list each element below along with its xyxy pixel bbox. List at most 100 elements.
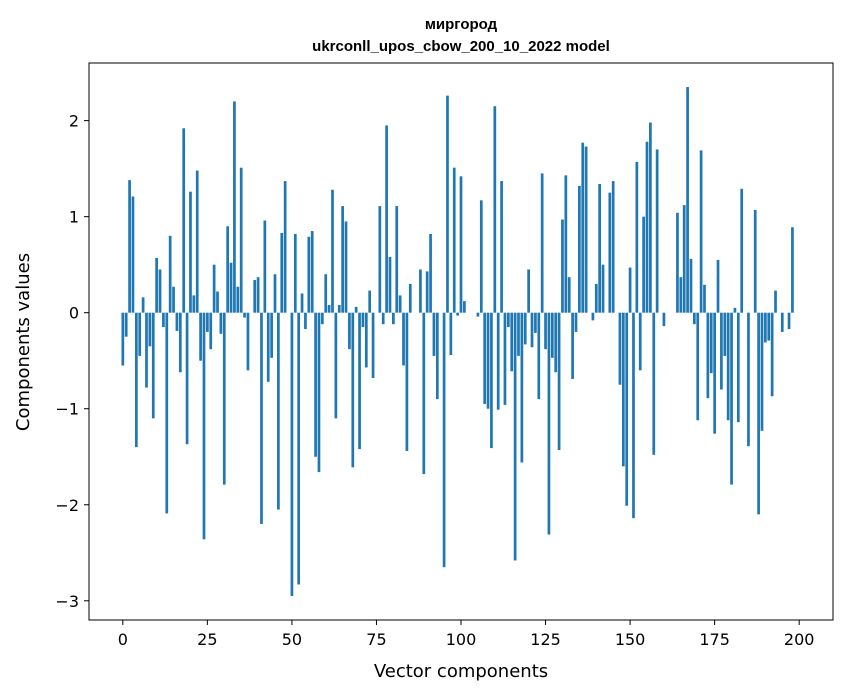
bar (293, 233, 297, 313)
bar (530, 312, 534, 348)
bar (479, 200, 483, 313)
bar (446, 95, 449, 313)
bar (574, 312, 578, 332)
x-tick-label: 125 (530, 630, 561, 649)
bar (233, 101, 236, 313)
x-axis-ticks: 0 25 50 75 100 125 150 175 200 (118, 620, 814, 649)
y-tick-label: −2 (55, 496, 79, 515)
bar (429, 233, 432, 313)
bar (273, 274, 277, 313)
bar (199, 312, 202, 361)
bar (270, 312, 273, 358)
y-axis-ticks: −3 −2 −1 0 1 2 (55, 112, 89, 611)
bar (757, 312, 760, 515)
bar (706, 312, 710, 399)
bar (280, 232, 284, 313)
bar (297, 312, 301, 585)
x-tick-label: 25 (197, 630, 217, 649)
bar (209, 312, 213, 350)
bar (537, 312, 541, 400)
bar (709, 312, 713, 374)
y-tick-label: 1 (69, 208, 79, 227)
bar (463, 301, 466, 313)
bar (527, 269, 530, 313)
bar (598, 184, 602, 313)
bar (621, 312, 625, 467)
bar (544, 312, 547, 350)
bar (767, 312, 771, 341)
bar (324, 274, 328, 313)
bar (554, 312, 558, 373)
bar (229, 262, 233, 313)
bar (452, 167, 456, 313)
bar (510, 312, 514, 372)
bar (547, 312, 551, 535)
bar (503, 312, 507, 405)
bar (388, 256, 392, 313)
bar (459, 176, 463, 313)
bar (774, 290, 777, 313)
bar (348, 312, 351, 350)
bar (134, 312, 138, 448)
bar (682, 205, 686, 313)
bar (581, 142, 585, 313)
bar (195, 170, 199, 313)
bar (692, 312, 696, 325)
bar (736, 312, 740, 423)
chart-title: миргород (425, 16, 498, 33)
bar (726, 312, 730, 421)
bar (635, 161, 639, 313)
bar (476, 312, 480, 317)
bar (449, 312, 453, 355)
bar (791, 227, 794, 313)
bar (456, 312, 459, 316)
bar (733, 307, 737, 313)
bar (628, 267, 632, 313)
bar (435, 312, 439, 400)
bar (175, 312, 179, 331)
bar (216, 291, 219, 313)
bar (222, 312, 226, 485)
bar (662, 312, 666, 327)
bar (162, 312, 165, 328)
bar (740, 188, 744, 313)
bar (523, 312, 527, 345)
bar (402, 312, 405, 366)
bar (121, 312, 125, 366)
bar (165, 312, 169, 514)
bar (550, 312, 554, 358)
bar (320, 312, 324, 325)
bar (713, 312, 716, 434)
bar (432, 312, 436, 356)
bar (392, 312, 395, 325)
bar (642, 216, 645, 313)
bar (571, 312, 574, 379)
y-tick-label: −1 (55, 400, 79, 419)
bar (649, 122, 652, 313)
bar (703, 284, 706, 313)
bar (148, 312, 152, 347)
bar (243, 312, 246, 318)
bar (611, 181, 615, 313)
bars-group (121, 87, 794, 596)
bar (395, 206, 399, 313)
bar (253, 280, 257, 313)
bar (699, 150, 703, 313)
bar (655, 149, 659, 313)
bar (490, 312, 493, 449)
bar (496, 312, 500, 410)
bar (206, 312, 209, 332)
bar (341, 206, 344, 313)
bar (178, 312, 182, 373)
bar (520, 312, 524, 463)
x-tick-label: 75 (366, 630, 386, 649)
bar (327, 305, 331, 313)
bar (594, 283, 598, 313)
bar (304, 312, 307, 330)
bar (310, 231, 314, 313)
bar (371, 312, 375, 378)
bar (202, 312, 206, 540)
x-tick-label: 100 (446, 630, 477, 649)
chart-subtitle: ukrconll_upos_cbow_200_10_2022 model (312, 38, 610, 55)
